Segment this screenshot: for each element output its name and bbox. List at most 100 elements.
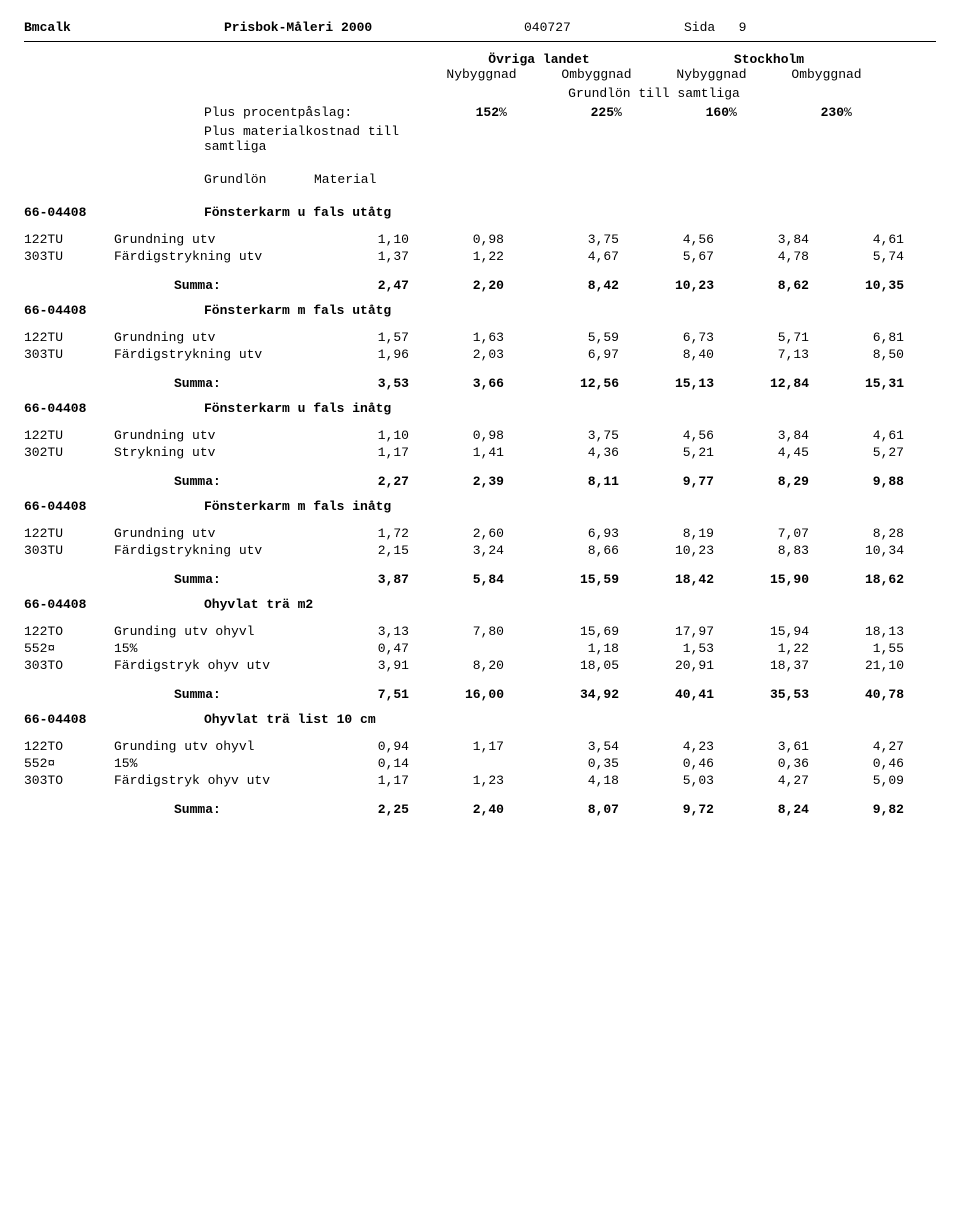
row-code: 122TU [24, 330, 114, 345]
row-value: 4,27 [809, 739, 904, 754]
row-value: 5,09 [809, 773, 904, 788]
row-value: 1,63 [409, 330, 504, 345]
table-row: 302TUStrykning utv1,171,414,365,214,455,… [24, 445, 936, 460]
sum-value: 15,90 [714, 572, 809, 587]
sum-value: 2,47 [314, 278, 409, 293]
row-value: 1,18 [504, 641, 619, 656]
row-desc: 15% [114, 641, 314, 656]
percent-row: Plus procentpåslag: 152% 225% 160% 230% [24, 105, 936, 120]
row-value: 1,53 [619, 641, 714, 656]
row-value: 1,37 [314, 249, 409, 264]
section-title: Fönsterkarm u fals inåtg [204, 401, 391, 416]
row-code: 122TU [24, 526, 114, 541]
sum-value: 16,00 [409, 687, 504, 702]
sum-value: 10,35 [809, 278, 904, 293]
sum-value: 2,27 [314, 474, 409, 489]
row-desc: 15% [114, 756, 314, 771]
section-header: 66-04408Ohyvlat trä m2 [24, 597, 936, 612]
row-value: 5,59 [504, 330, 619, 345]
row-value: 1,17 [409, 739, 504, 754]
perc-sym-2: % [729, 105, 769, 120]
sum-value: 8,42 [504, 278, 619, 293]
row-code: 303TO [24, 773, 114, 788]
row-value: 5,03 [619, 773, 714, 788]
row-value: 7,80 [409, 624, 504, 639]
grundlon-row: Grundlön till samtliga [24, 86, 936, 101]
sum-value: 3,87 [314, 572, 409, 587]
table-row: 303TUFärdigstrykning utv2,153,248,6610,2… [24, 543, 936, 558]
sum-row: Summa:2,272,398,119,778,299,88 [24, 474, 936, 489]
row-value: 1,22 [714, 641, 809, 656]
row-desc: Färdigstryk ohyv utv [114, 658, 314, 673]
row-value: 3,13 [314, 624, 409, 639]
col-om-1: Ombyggnad [539, 67, 654, 82]
sum-value: 40,41 [619, 687, 714, 702]
sum-value: 15,13 [619, 376, 714, 391]
col-ny-2: Nybyggnad [654, 67, 769, 82]
sum-label: Summa: [24, 278, 314, 293]
region-header: Övriga landet Stockholm [24, 52, 936, 67]
row-value: 1,96 [314, 347, 409, 362]
row-code: 122TU [24, 428, 114, 443]
row-value: 5,74 [809, 249, 904, 264]
row-value: 3,84 [714, 232, 809, 247]
page-header: Bmcalk Prisbok-Måleri 2000 040727 Sida 9 [24, 20, 936, 35]
row-value: 21,10 [809, 658, 904, 673]
sum-value: 35,53 [714, 687, 809, 702]
row-value: 0,98 [409, 232, 504, 247]
section-header: 66-04408Fönsterkarm u fals utåtg [24, 205, 936, 220]
row-value: 10,23 [619, 543, 714, 558]
row-value: 5,67 [619, 249, 714, 264]
row-value: 2,15 [314, 543, 409, 558]
row-value: 1,17 [314, 773, 409, 788]
row-value: 3,54 [504, 739, 619, 754]
section-title: Ohyvlat trä list 10 cm [204, 712, 376, 727]
material-label: Plus materialkostnad till samtliga [24, 124, 424, 154]
table-row: 122TUGrundning utv1,722,606,938,197,078,… [24, 526, 936, 541]
row-value: 3,75 [504, 428, 619, 443]
row-value: 4,18 [504, 773, 619, 788]
sum-value: 8,07 [504, 802, 619, 817]
row-value: 4,67 [504, 249, 619, 264]
row-value: 3,84 [714, 428, 809, 443]
sections-container: 66-04408Fönsterkarm u fals utåtg122TUGru… [24, 205, 936, 817]
table-row: 303TUFärdigstrykning utv1,371,224,675,67… [24, 249, 936, 264]
row-code: 122TU [24, 232, 114, 247]
row-code: 552¤ [24, 756, 114, 771]
row-value [409, 641, 504, 656]
row-value: 8,20 [409, 658, 504, 673]
col-om-2: Ombyggnad [769, 67, 884, 82]
row-value: 3,91 [314, 658, 409, 673]
row-desc: Grundning utv [114, 526, 314, 541]
sum-value: 8,29 [714, 474, 809, 489]
table-row: 303TOFärdigstryk ohyv utv1,171,234,185,0… [24, 773, 936, 788]
section-title: Ohyvlat trä m2 [204, 597, 313, 612]
row-value: 0,14 [314, 756, 409, 771]
sum-value: 15,31 [809, 376, 904, 391]
row-value: 0,94 [314, 739, 409, 754]
sum-row: Summa:3,875,8415,5918,4215,9018,62 [24, 572, 936, 587]
row-value: 17,97 [619, 624, 714, 639]
sum-label: Summa: [24, 474, 314, 489]
row-value: 1,10 [314, 428, 409, 443]
row-desc: Grunding utv ohyvl [114, 624, 314, 639]
table-row: 122TUGrundning utv1,571,635,596,735,716,… [24, 330, 936, 345]
row-desc: Grundning utv [114, 330, 314, 345]
row-value: 18,37 [714, 658, 809, 673]
row-value: 0,35 [504, 756, 619, 771]
sum-value: 2,39 [409, 474, 504, 489]
row-value: 20,91 [619, 658, 714, 673]
section-code: 66-04408 [24, 499, 204, 514]
sum-value: 2,40 [409, 802, 504, 817]
row-value [409, 756, 504, 771]
row-desc: Grundning utv [114, 428, 314, 443]
row-code: 122TO [24, 739, 114, 754]
row-value: 7,07 [714, 526, 809, 541]
header-page: Sida 9 [684, 20, 884, 35]
table-row: 122TUGrundning utv1,100,983,754,563,844,… [24, 232, 936, 247]
sum-value: 5,84 [409, 572, 504, 587]
row-value: 4,45 [714, 445, 809, 460]
gm-material: Material [314, 172, 424, 187]
row-value: 3,61 [714, 739, 809, 754]
row-value: 18,05 [504, 658, 619, 673]
